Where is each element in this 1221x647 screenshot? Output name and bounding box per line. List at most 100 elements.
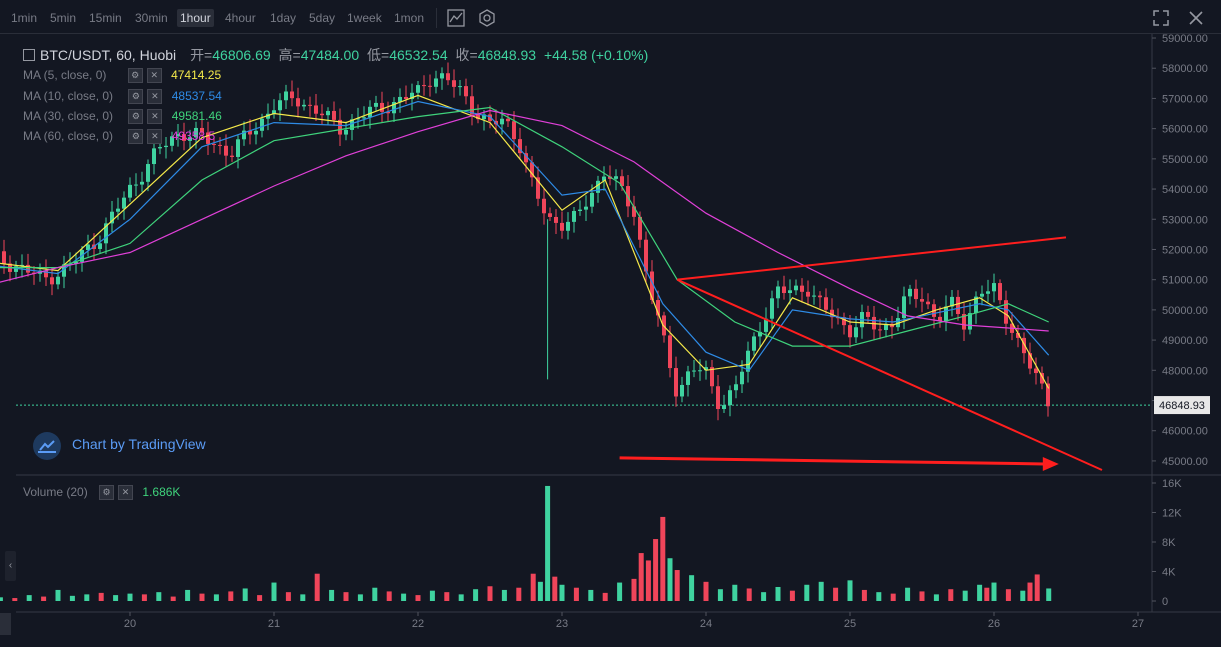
volume-bar — [242, 588, 248, 601]
settings-gear-icon[interactable] — [477, 8, 497, 28]
price-tick-label: 48000.00 — [1162, 365, 1208, 377]
candle-body — [122, 197, 126, 209]
interval-1mon[interactable]: 1mon — [394, 11, 425, 25]
candle-body — [326, 110, 330, 116]
candle-body — [584, 206, 588, 210]
collapse-panel-button[interactable]: ‹ — [5, 551, 16, 581]
trend-line — [676, 278, 1103, 471]
candle-body — [938, 316, 942, 322]
volume-bar — [415, 595, 421, 601]
fullscreen-icon[interactable] — [1151, 8, 1171, 28]
candle-body — [644, 239, 648, 272]
interval-1hour[interactable]: 1hour — [177, 9, 214, 27]
volume-bar — [343, 592, 349, 601]
volume-bar — [141, 594, 147, 601]
volume-bar — [530, 573, 536, 601]
ma5-settings-icon[interactable]: ⚙ — [127, 68, 143, 84]
candle-body — [596, 180, 600, 193]
ma60-legend: MA (60, close, 0) ⚙ ✕ 49358.5 — [23, 129, 215, 145]
volume-bar — [573, 587, 579, 601]
ma30-remove-icon[interactable]: ✕ — [147, 109, 163, 125]
volume-bar — [300, 594, 306, 601]
candle-body — [50, 277, 54, 285]
candle-body — [146, 164, 150, 182]
candle-body — [650, 271, 654, 301]
close-icon[interactable] — [1186, 8, 1206, 28]
tradingview-logo[interactable] — [33, 432, 61, 460]
ma10-remove-icon[interactable]: ✕ — [147, 89, 163, 105]
candle-body — [422, 85, 426, 87]
candle-body — [350, 119, 354, 130]
open-value: 46806.69 — [212, 47, 271, 63]
candle-body — [194, 127, 198, 138]
interval-1week[interactable]: 1week — [347, 11, 382, 25]
ma10-settings-icon[interactable]: ⚙ — [128, 89, 144, 105]
ma60-settings-icon[interactable]: ⚙ — [128, 129, 144, 145]
volume-bar — [127, 593, 133, 601]
candle-body — [152, 148, 156, 165]
volume-bar — [977, 584, 983, 601]
candle-body — [98, 243, 102, 249]
ma-line — [0, 106, 1049, 347]
ma-line — [0, 94, 1050, 389]
volume-bar — [602, 592, 608, 601]
candle-body — [272, 110, 276, 114]
candle-body — [308, 104, 312, 106]
interval-1day[interactable]: 1day — [270, 11, 297, 25]
candle-body — [224, 145, 228, 156]
interval-toolbar: 1min 5min 15min 30min 1hour 4hour 1day 5… — [0, 0, 1221, 34]
candle-body — [14, 266, 18, 272]
price-tick-label: 52000.00 — [1162, 244, 1208, 256]
candle-body — [512, 121, 516, 140]
low-value: 46532.54 — [389, 47, 448, 63]
high-value: 47484.00 — [300, 47, 360, 63]
candle-body — [836, 317, 840, 319]
interval-1min[interactable]: 1min — [11, 11, 38, 25]
candle-body — [260, 118, 264, 131]
candle-body — [572, 211, 576, 222]
candle-body — [884, 323, 888, 331]
toolbar-divider — [436, 8, 437, 28]
candle-body — [800, 285, 804, 292]
volume-tick-label: 8K — [1162, 537, 1176, 549]
volume-bar — [552, 576, 558, 601]
time-tick-label: 24 — [700, 618, 712, 630]
tradingview-watermark[interactable]: Chart by TradingView — [72, 436, 206, 452]
trend-line — [677, 236, 1067, 281]
interval-15min[interactable]: 15min — [89, 11, 122, 25]
close-value: 46848.93 — [477, 47, 537, 63]
volume-bar — [703, 581, 709, 601]
indicators-icon[interactable] — [446, 8, 466, 28]
volume-bar — [1027, 582, 1033, 601]
volume-tick-label: 0 — [1162, 596, 1168, 608]
interval-30min[interactable]: 30min — [135, 11, 168, 25]
candle-body — [770, 298, 774, 319]
candle-body — [578, 209, 582, 212]
interval-5min[interactable]: 5min — [50, 11, 77, 25]
interval-5day[interactable]: 5day — [309, 11, 336, 25]
volume-bar — [271, 582, 277, 601]
interval-4hour[interactable]: 4hour — [225, 11, 256, 25]
volume-remove-icon[interactable]: ✕ — [118, 485, 134, 501]
candle-body — [266, 113, 270, 119]
volume-bar — [962, 590, 968, 601]
volume-bar — [386, 591, 392, 601]
ma5-remove-icon[interactable]: ✕ — [146, 68, 162, 84]
volume-bar — [26, 595, 32, 601]
volume-label: Volume (20) — [23, 485, 88, 499]
candle-body — [686, 371, 690, 385]
candle-body — [602, 176, 606, 181]
volume-bar — [545, 485, 551, 601]
candle-body — [746, 350, 750, 372]
change-value: +44.58 (+0.10%) — [544, 47, 649, 63]
candle-body — [116, 208, 120, 212]
price-tick-label: 59000.00 — [1162, 33, 1208, 45]
volume-settings-icon[interactable]: ⚙ — [99, 485, 115, 501]
candle-body — [428, 85, 432, 87]
ma30-settings-icon[interactable]: ⚙ — [128, 109, 144, 125]
left-scrollbar[interactable] — [0, 613, 11, 635]
price-tick-label: 56000.00 — [1162, 124, 1208, 136]
ma60-remove-icon[interactable]: ✕ — [147, 129, 163, 145]
price-tick-label: 46000.00 — [1162, 426, 1208, 438]
